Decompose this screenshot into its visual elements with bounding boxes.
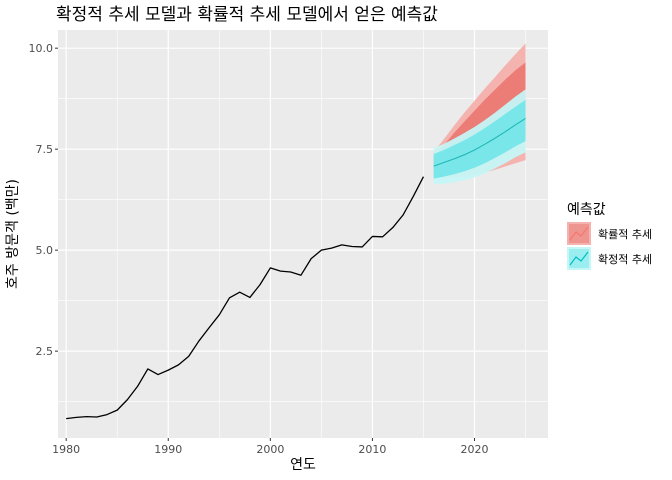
y-tick-label: 5.0 [36,244,54,257]
plot-panel [58,30,548,438]
legend-key-inner [569,249,589,268]
legend-item: 확정적 추세 [567,247,652,270]
deterministic-mean-line [433,118,526,167]
y-axis-ticks: 2.5 5.0 7.5 10.0 [29,42,58,358]
x-tick-label: 2010 [358,443,386,456]
legend-title: 예측값 [567,202,606,218]
legend-key-line [569,251,589,266]
x-tick-label: 1990 [154,443,182,456]
legend-key-inner [569,224,589,243]
y-tick-label: 10.0 [29,42,54,55]
x-axis-ticks: 1980 1990 2000 2010 2020 [52,438,489,456]
x-axis-title: 연도 [290,457,316,473]
y-tick-label: 7.5 [36,143,54,156]
forecast-bands [433,43,526,185]
series-lines [66,118,526,420]
legend-item: 확률적 추세 [567,222,652,245]
legend-label: 확률적 추세 [598,228,652,241]
chart-title: 확정적 추세 모델과 확률적 추세 모델에서 얻은 예측값 [56,5,438,25]
deterministic-band-80 [433,99,526,179]
history-line [66,176,425,420]
y-axis-title: 호주 방문객 (백만) [5,179,21,289]
y-tick-label: 2.5 [36,345,54,358]
x-tick-label: 2000 [256,443,284,456]
x-tick-label: 2020 [461,443,489,456]
legend-label: 확정적 추세 [598,253,652,266]
grid-minor [58,30,548,438]
legend-key-line [569,226,589,241]
x-tick-label: 1980 [52,443,80,456]
